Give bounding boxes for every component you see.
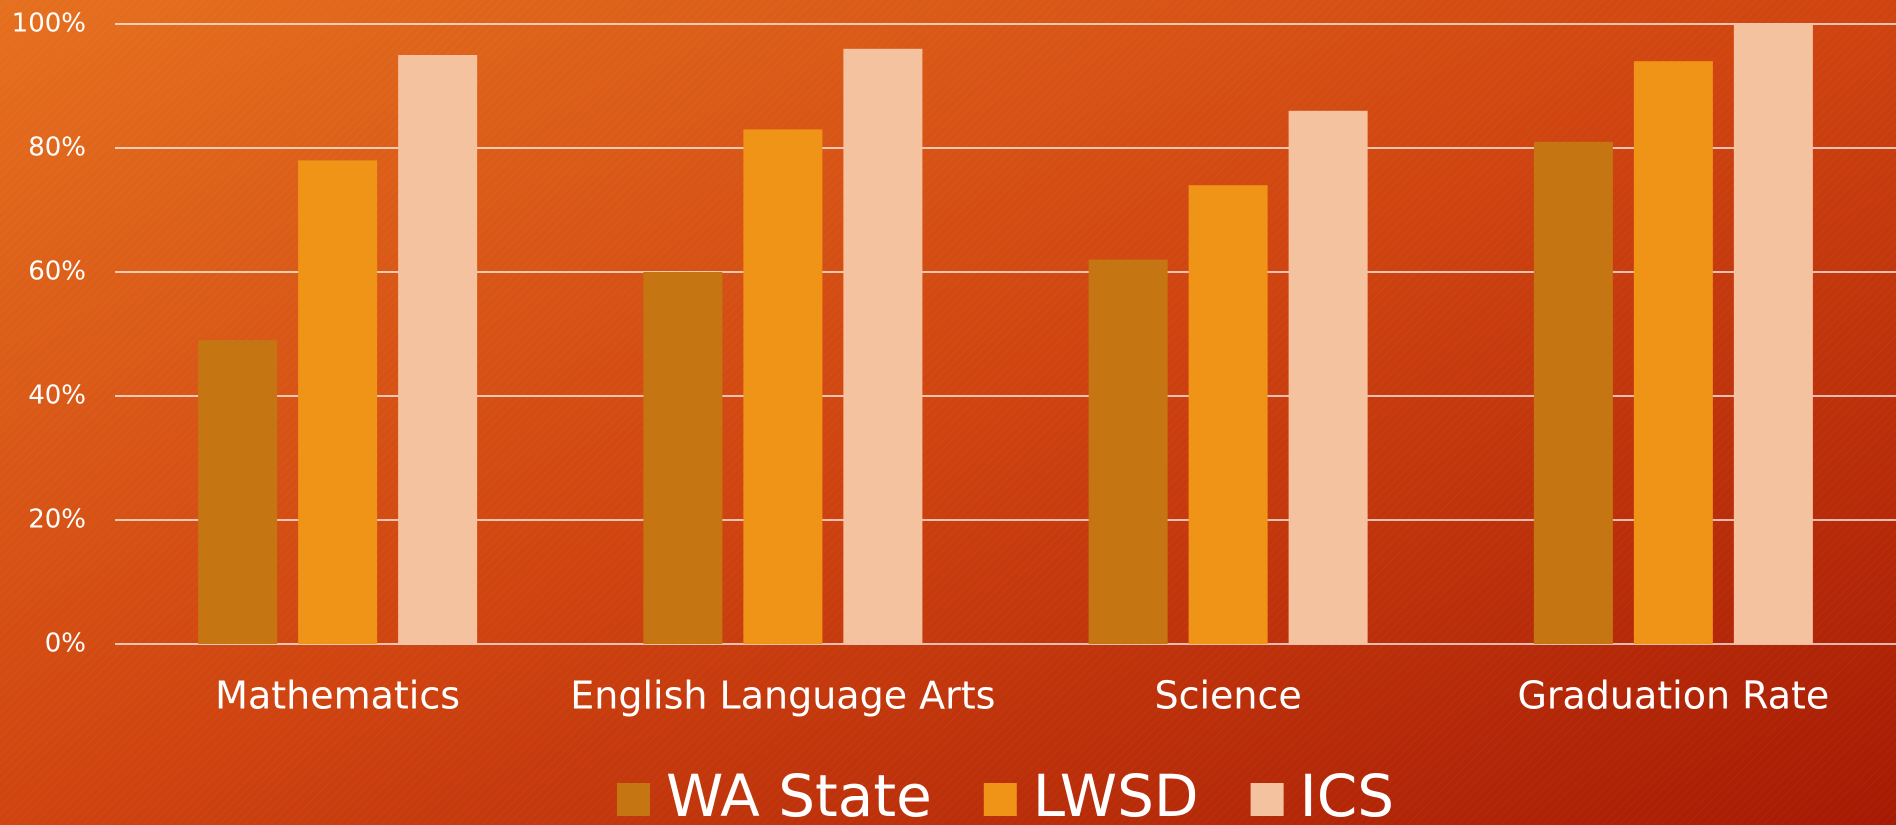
y-tick-label: 20%: [28, 505, 86, 535]
bar: [398, 55, 478, 644]
bar: [198, 340, 278, 644]
y-tick-label: 100%: [12, 9, 86, 39]
y-tick-label: 80%: [28, 133, 86, 163]
bar: [1288, 110, 1368, 645]
legend-label: LWSD: [1033, 762, 1199, 825]
bar: [1733, 24, 1813, 644]
bar: [1188, 185, 1268, 644]
bar: [643, 272, 723, 644]
legend-label: WA State: [666, 762, 932, 825]
legend-swatch: [1250, 783, 1284, 816]
x-tick-label: Graduation Rate: [1517, 674, 1829, 718]
x-tick-label: English Language Arts: [570, 674, 995, 718]
bar: [298, 160, 378, 644]
y-tick-label: 0%: [45, 629, 86, 659]
bar: [1533, 141, 1613, 645]
bar: [743, 129, 823, 644]
legend-swatch: [616, 783, 650, 816]
y-tick-label: 40%: [28, 381, 86, 411]
bar: [1088, 259, 1168, 644]
legend-label: ICS: [1300, 762, 1394, 825]
x-tick-label: Science: [1154, 674, 1301, 718]
bar: [1633, 61, 1713, 644]
bar: [843, 48, 923, 645]
legend-swatch: [983, 783, 1017, 816]
x-tick-label: Mathematics: [215, 674, 460, 718]
y-tick-label: 60%: [28, 257, 86, 287]
